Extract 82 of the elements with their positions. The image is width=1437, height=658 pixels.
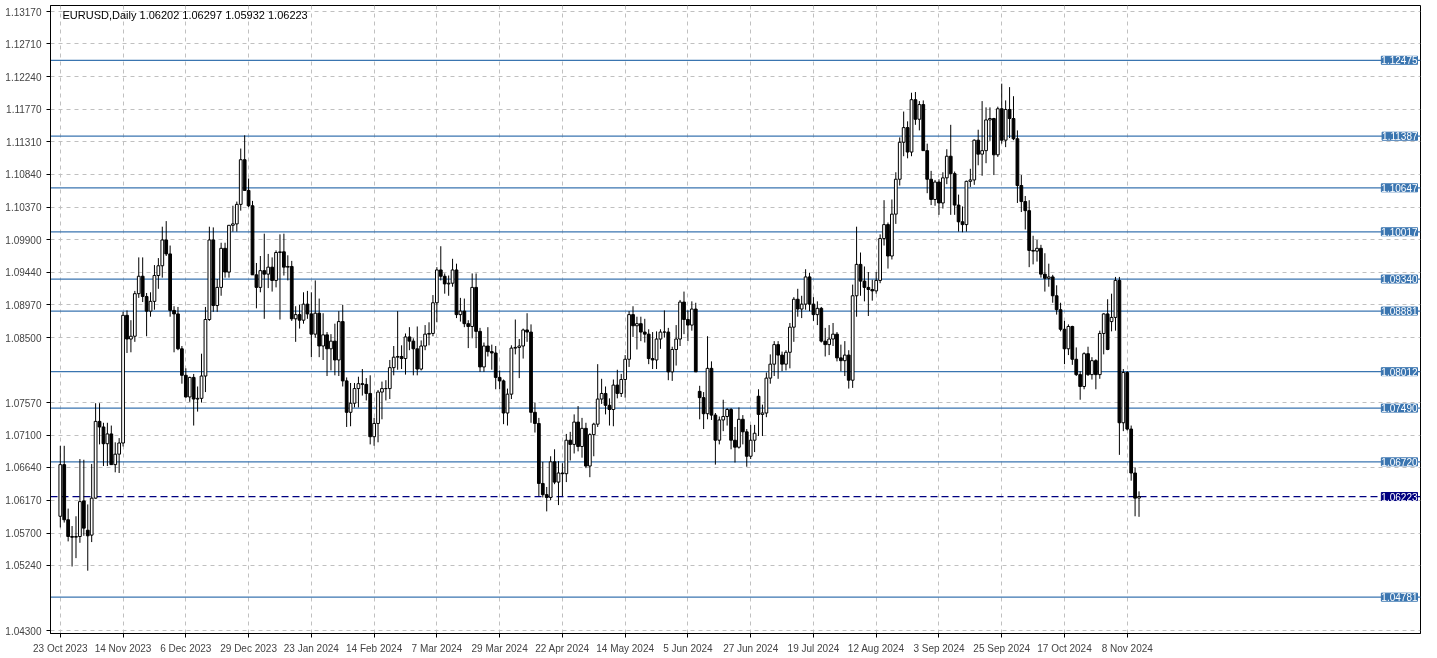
y-tick-label: 1.05700 [5,528,42,540]
ref-line-label: 1.10647 [1381,182,1418,194]
candlestick [329,333,333,371]
y-tick-label: 1.08500 [5,332,42,344]
candlestick [333,323,337,376]
candlestick [301,291,306,325]
x-tick-label: 23 Jan 2024 [283,642,340,654]
ref-line-label: 1.12475 [1381,55,1418,67]
x-tick-label: 22 Apr 2024 [535,642,590,654]
candlestick [842,340,847,377]
candlestick [827,324,831,356]
candlestick [187,376,192,403]
candlestick [395,310,400,371]
y-tick-label: 1.06170 [5,495,42,507]
ref-line-label: 1.06720 [1381,456,1418,468]
candlestick [654,330,659,370]
x-tick-label: 8 Nov 2024 [1101,642,1154,654]
x-tick-label: 3 Sep 2024 [913,642,965,654]
candlestick [348,382,353,427]
y-tick-label: 1.10840 [5,169,42,181]
y-tick-label: 1.10370 [5,202,42,214]
y-tick-label: 1.11770 [6,104,42,116]
ref-line-label: 1.06223 [1381,491,1418,503]
candlestick [309,291,314,358]
ref-line-label: 1.04781 [1381,592,1418,604]
x-tick-label: 25 Sep 2024 [973,642,1031,654]
y-tick-label: 1.12710 [5,38,42,50]
candlestick [191,373,196,427]
candlestick [1007,86,1012,139]
candlestick [442,272,447,295]
x-tick-label: 12 Aug 2024 [847,642,905,654]
x-tick-label: 17 Oct 2024 [1037,642,1093,654]
x-tick-label: 29 Dec 2023 [220,642,278,654]
y-tick-label: 1.08970 [5,299,42,311]
candlestick [360,368,365,397]
candlestick [356,376,361,408]
candlestick [933,179,937,207]
y-tick-label: 1.11310 [6,136,42,148]
y-tick-label: 1.07100 [5,430,42,442]
candlestick [278,233,282,320]
candlestick [462,298,467,328]
candlestick [948,124,953,216]
y-tick-label: 1.12240 [5,71,42,83]
x-tick-label: 14 Nov 2023 [94,642,152,654]
y-tick-label: 1.05240 [5,560,42,572]
candlestick [1090,356,1094,381]
candlestick [756,388,761,437]
ref-line-label: 1.10017 [1381,226,1418,238]
ref-line-label: 1.07490 [1381,403,1418,415]
y-tick-label: 1.09900 [5,234,42,246]
ref-line-label: 1.08881 [1381,306,1418,318]
ref-line-label: 1.09340 [1381,274,1418,286]
chart-title: EURUSD,Daily 1.06202 1.06297 1.05932 1.06223 [62,8,308,21]
x-tick-label: 6 Dec 2023 [160,642,212,654]
y-tick-label: 1.07570 [5,397,42,409]
ref-line-label: 1.08012 [1381,366,1418,378]
candlestick [748,424,753,460]
x-tick-label: 5 Jun 2024 [663,642,714,654]
x-tick-label: 29 Mar 2024 [471,642,529,654]
candlestick [776,340,781,380]
candlestick [650,331,655,370]
y-tick-label: 1.04300 [5,625,42,637]
candlestick [717,415,722,445]
candlestick [556,460,561,506]
y-tick-label: 1.13170 [5,6,42,18]
candlestick [270,256,274,293]
candlestick [415,325,420,376]
x-tick-label: 19 Jul 2024 [787,642,840,654]
candlestick [980,100,984,177]
candlestick [635,316,639,350]
y-tick-label: 1.09440 [5,267,42,279]
candlestick [262,233,267,320]
x-tick-label: 27 Jun 2024 [723,642,779,654]
candlestick [858,252,863,297]
candlestick [321,312,325,361]
x-tick-label: 14 May 2024 [596,642,655,654]
ref-line-label: 1.11387 [1382,131,1418,143]
y-tick-label: 1.06640 [5,462,42,474]
candlestick [937,178,941,216]
x-tick-label: 7 Mar 2024 [411,642,463,654]
x-tick-label: 23 Oct 2023 [33,642,88,654]
x-tick-label: 14 Feb 2024 [346,642,403,654]
